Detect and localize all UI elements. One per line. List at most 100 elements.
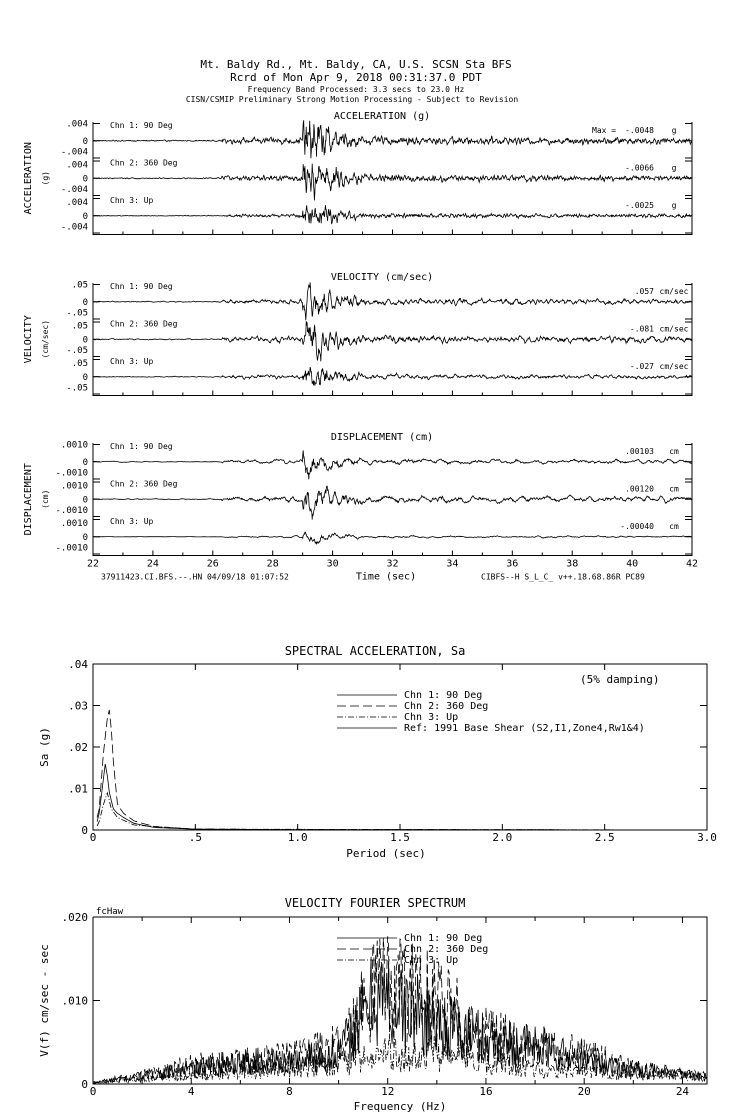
channel-max-unit: cm/sec xyxy=(660,362,689,371)
x-tick-label: 2.0 xyxy=(492,831,512,844)
series-line xyxy=(92,956,708,1084)
x-axis-label: Time (sec) xyxy=(356,572,416,583)
y-tick-label: 0 xyxy=(83,373,88,383)
chart-title: SPECTRAL ACCELERATION, Sa xyxy=(285,644,466,658)
channel-trace xyxy=(92,367,693,386)
legend-label: Chn 3: Up xyxy=(404,712,458,723)
channel-max-value: -.0025 xyxy=(625,201,654,210)
x-tick-label: 12 xyxy=(381,1085,394,1098)
y-axis-label: DISPLACEMENT xyxy=(23,463,34,535)
channel-label: Chn 1: 90 Deg xyxy=(110,121,173,130)
y-tick-label: .0010 xyxy=(61,519,88,529)
y-tick-label: .0010 xyxy=(61,482,88,492)
channel-max-unit: g xyxy=(672,164,677,173)
y-tick-label: -.004 xyxy=(61,185,88,195)
max-prefix: Max = xyxy=(592,126,616,135)
y-axis-unit: (g) xyxy=(41,171,50,185)
y-tick-label: -.004 xyxy=(61,223,88,233)
channel-max-unit: g xyxy=(672,126,677,135)
record-id: 37911423.CI.BFS.--.HN 04/09/18 01:07:52 xyxy=(101,573,289,582)
x-tick-label: 1.0 xyxy=(288,831,308,844)
y-tick-label: .03 xyxy=(68,700,88,713)
x-tick-label: 20 xyxy=(578,1085,591,1098)
channel-trace xyxy=(92,163,693,201)
y-tick-label: .02 xyxy=(68,741,88,754)
x-axis-label: Frequency (Hz) xyxy=(354,1100,447,1113)
header-record-time: Rcrd of Mon Apr 9, 2018 00:31:37.0 PDT xyxy=(230,71,482,84)
y-axis-label: V(f) cm/sec - sec xyxy=(38,944,51,1057)
time-history-panel: VELOCITY (cm/sec)VELOCITY (cm/sec).050-.0… xyxy=(23,272,693,396)
channel-max-value: -.081 xyxy=(630,325,654,334)
channel-max-value: -.00040 xyxy=(620,522,654,531)
channel-max-unit: cm xyxy=(669,447,679,456)
spectral-acceleration-chart: SPECTRAL ACCELERATION, Sa .04 .03 .02 .01 00.… xyxy=(38,644,717,860)
series-line xyxy=(96,763,707,831)
y-tick-label: .020 xyxy=(62,911,89,924)
y-tick-label: .004 xyxy=(66,198,88,208)
channel-max-value: .00103 xyxy=(625,447,654,456)
series-line xyxy=(92,1035,708,1085)
x-tick-label: 30 xyxy=(327,559,339,570)
y-tick-label: -.0010 xyxy=(55,469,88,479)
plot-frame xyxy=(92,663,708,831)
header-frequency-band: Frequency Band Processed: 3.3 secs to 23… xyxy=(248,85,465,94)
y-tick-label: .010 xyxy=(62,995,89,1008)
x-tick-label: 24 xyxy=(676,1085,690,1098)
x-tick-label: 0 xyxy=(90,1085,97,1098)
y-tick-label: -.0010 xyxy=(55,506,88,516)
y-tick-label: 0 xyxy=(81,1078,88,1091)
panel-title: ACCELERATION (g) xyxy=(334,111,430,122)
panel-title: DISPLACEMENT (cm) xyxy=(331,432,433,443)
channel-label: Chn 1: 90 Deg xyxy=(110,282,173,291)
panel-frame xyxy=(92,443,693,556)
channel-label: Chn 2: 360 Deg xyxy=(110,159,178,168)
y-tick-label: .05 xyxy=(72,359,88,369)
time-history-panel: DISPLACEMENT (cm)DISPLACEMENT (cm).00100-… xyxy=(23,432,698,583)
y-axis-label: VELOCITY xyxy=(23,315,34,363)
y-tick-label: -.05 xyxy=(66,384,88,394)
x-tick-label: .5 xyxy=(189,831,202,844)
y-tick-label: 0 xyxy=(83,495,88,505)
series-line xyxy=(96,791,707,831)
x-tick-label: 32 xyxy=(386,559,398,570)
y-tick-label: -.05 xyxy=(66,309,88,319)
channel-trace xyxy=(92,205,693,225)
y-tick-label: .04 xyxy=(68,658,88,671)
x-tick-label: 36 xyxy=(506,559,518,570)
y-tick-label: 0 xyxy=(83,174,88,184)
legend-label: Chn 2: 360 Deg xyxy=(404,944,488,955)
channel-label: Chn 3: Up xyxy=(110,196,154,205)
channel-trace xyxy=(92,450,693,480)
x-tick-label: 4 xyxy=(188,1085,195,1098)
processing-id: CIBFS--H S_L_C_ v++.18.68.86R PC89 xyxy=(481,573,645,582)
channel-max-unit: cm/sec xyxy=(660,287,689,296)
y-tick-label: .05 xyxy=(72,322,88,332)
channel-label: Chn 3: Up xyxy=(110,517,154,526)
legend-label: Ref: 1991 Base Shear (S2,I1,Zone4,Rw1&4) xyxy=(404,723,645,734)
y-axis-label: Sa (g) xyxy=(38,727,51,767)
channel-max-value: .057 xyxy=(635,287,654,296)
x-tick-label: 24 xyxy=(147,559,159,570)
channel-label: Chn 2: 360 Deg xyxy=(110,480,178,489)
channel-label: Chn 1: 90 Deg xyxy=(110,442,173,451)
channel-label: Chn 3: Up xyxy=(110,357,154,366)
damping-note: (5% damping) xyxy=(580,673,659,686)
x-tick-label: 1.5 xyxy=(390,831,410,844)
x-tick-label: 0 xyxy=(90,831,97,844)
chart-title: VELOCITY FOURIER SPECTRUM xyxy=(285,896,466,910)
channel-max-unit: cm xyxy=(669,485,679,494)
fourier-spectrum-chart: VELOCITY FOURIER SPECTRUM fcHaw .020 .010 00… xyxy=(38,896,708,1113)
header-processing-note: CISN/CSMIP Preliminary Strong Motion Pro… xyxy=(186,95,519,104)
channel-trace xyxy=(92,321,693,362)
legend-label: Chn 1: 90 Deg xyxy=(404,933,482,944)
corner-label: fcHaw xyxy=(96,907,124,917)
time-history-panel: ACCELERATION (g)ACCELERATION (g).0040-.00… xyxy=(23,111,693,235)
y-tick-label: -.004 xyxy=(61,148,88,158)
channel-max-unit: cm xyxy=(669,522,679,531)
x-tick-label: 28 xyxy=(267,559,279,570)
legend-label: Chn 1: 90 Deg xyxy=(404,690,482,701)
y-tick-label: 0 xyxy=(83,212,88,222)
panel-title: VELOCITY (cm/sec) xyxy=(331,272,433,283)
y-axis-unit: (cm/sec) xyxy=(41,320,50,359)
channel-max-value: -.0048 xyxy=(625,126,654,135)
